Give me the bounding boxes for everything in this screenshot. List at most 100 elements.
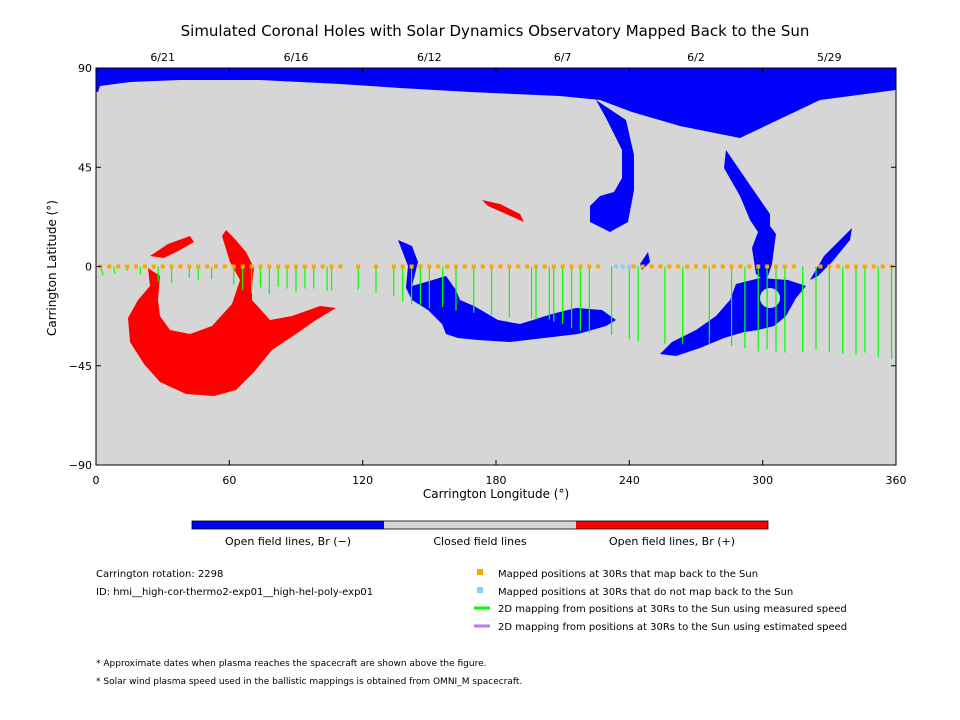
x-axis-ticks: 0 60 120 180 240 300 360 — [93, 68, 907, 487]
mapped-point — [222, 264, 227, 269]
x-tick-label: 300 — [752, 474, 773, 487]
mapped-point — [187, 264, 192, 269]
mapped-point — [747, 264, 752, 269]
north-polar-cap — [96, 68, 896, 138]
mapped-point — [738, 264, 743, 269]
legend-measured: 2D mapping from positions at 30Rs to the… — [498, 604, 847, 615]
mapping-line — [113, 266, 116, 274]
colorbar: Open field lines, Br (−) Closed field li… — [191, 520, 769, 548]
mapped-point — [116, 264, 121, 269]
open-positive-regions — [128, 200, 524, 396]
unmapped-point — [620, 264, 625, 269]
mapped-point — [845, 264, 850, 269]
mapped-point — [880, 264, 885, 269]
date-tick-label: 6/21 — [150, 51, 175, 64]
mapped-point — [427, 264, 432, 269]
colorbar-label-closed: Closed field lines — [433, 535, 527, 548]
mapped-point — [205, 264, 210, 269]
legend-estimated: 2D mapping from positions at 30Rs to the… — [498, 622, 847, 633]
y-tick-label: −45 — [69, 360, 92, 373]
north-arm-region — [590, 100, 634, 232]
mapped-point — [818, 264, 823, 269]
mapped-point — [294, 264, 298, 269]
date-axis-ticks: 6/21 6/16 6/12 6/7 6/2 5/29 — [150, 51, 841, 64]
mapped-point — [142, 264, 147, 269]
date-tick-label: 5/29 — [817, 51, 842, 64]
mapped-point — [409, 264, 414, 269]
mapped-point — [542, 264, 547, 269]
mapped-point — [676, 264, 681, 269]
mapped-point — [774, 264, 778, 269]
mapped-point — [658, 264, 663, 269]
mapped-point — [631, 264, 636, 269]
carrington-rotation: Carrington rotation: 2298 — [96, 569, 223, 580]
unmapped-point — [614, 264, 618, 269]
north-streak-region — [482, 200, 524, 222]
mapped-point — [640, 264, 645, 269]
x-tick-label: 240 — [619, 474, 640, 487]
x-tick-label: 0 — [93, 474, 100, 487]
mapped-point — [862, 264, 867, 269]
mapped-point — [667, 264, 672, 269]
x-tick-label: 120 — [352, 474, 373, 487]
mapped-point — [418, 264, 423, 269]
mapping-lines — [99, 266, 893, 360]
mapped-point — [711, 264, 716, 269]
x-axis-label: Carrington Longitude (°) — [423, 487, 569, 501]
mapped-point — [534, 264, 538, 269]
mapped-point — [756, 264, 761, 269]
mapped-point — [356, 264, 361, 269]
mapped-point — [694, 264, 698, 269]
colorbar-positive — [576, 521, 768, 529]
mapped-point — [258, 264, 263, 269]
mapped-point — [516, 264, 521, 269]
mapped-point — [569, 264, 574, 269]
mapped-point — [685, 264, 690, 269]
closed-bubble — [760, 288, 780, 308]
mapped-point — [374, 264, 378, 269]
unmapped-point-symbol — [477, 587, 483, 593]
mapped-point — [827, 264, 832, 269]
mapped-point — [391, 264, 396, 269]
y-axis-ticks: 90 45 0 −45 −90 — [69, 62, 896, 472]
x-tick-label: 180 — [486, 474, 507, 487]
west-arm-region — [150, 236, 194, 258]
mapped-point — [107, 264, 112, 269]
mapped-point — [240, 264, 245, 269]
y-tick-label: 90 — [78, 62, 92, 75]
mapped-point — [169, 264, 174, 269]
x-tick-label: 60 — [222, 474, 236, 487]
mapped-point — [320, 264, 325, 269]
footnote-dates: * Approximate dates when plasma reaches … — [96, 659, 487, 669]
y-tick-label: 0 — [85, 261, 92, 274]
date-tick-label: 6/16 — [284, 51, 309, 64]
mapped-point — [125, 264, 130, 269]
colorbar-closed — [384, 521, 576, 529]
mapped-point — [329, 264, 334, 269]
mapped-point — [454, 264, 458, 269]
x-tick-label: 360 — [886, 474, 907, 487]
mapped-point — [560, 264, 565, 269]
mapped-point — [160, 264, 165, 269]
mapped-point — [498, 264, 503, 269]
mapped-point — [196, 264, 201, 269]
mapped-point — [311, 264, 316, 269]
mapped-point — [489, 264, 494, 269]
mapped-point — [285, 264, 290, 269]
mapped-point — [782, 264, 787, 269]
mapped-point — [471, 264, 476, 269]
mapped-point — [765, 264, 770, 269]
legend-not-mapped: Mapped positions at 30Rs that do not map… — [498, 587, 793, 598]
mapped-point — [249, 264, 254, 269]
unmapped-point — [627, 264, 632, 269]
mapped-point — [400, 264, 405, 269]
mapped-point — [854, 264, 858, 269]
open-negative-regions — [96, 68, 896, 356]
mapped-point — [462, 264, 467, 269]
mapped-point — [507, 264, 512, 269]
chart-title: Simulated Coronal Holes with Solar Dynam… — [181, 22, 810, 40]
mapped-point — [649, 264, 654, 269]
mapped-point — [151, 264, 156, 269]
footnote-speed: * Solar wind plasma speed used in the ba… — [96, 677, 522, 687]
